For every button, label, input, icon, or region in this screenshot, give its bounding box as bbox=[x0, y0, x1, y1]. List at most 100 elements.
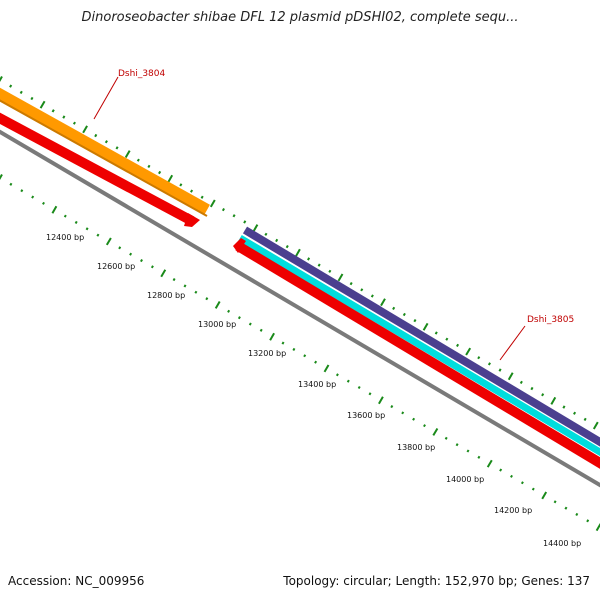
gray-backbone-track bbox=[0, 129, 600, 488]
outer-tick bbox=[19, 90, 23, 94]
outer-tick bbox=[30, 96, 34, 101]
outer-tick bbox=[82, 125, 88, 134]
outer-tick bbox=[158, 170, 162, 175]
outer-tick bbox=[360, 288, 364, 292]
outer-tick bbox=[337, 273, 344, 282]
inner-tick bbox=[466, 449, 470, 453]
inner-tick bbox=[477, 455, 481, 459]
outer-tick bbox=[402, 312, 406, 317]
outer-tick bbox=[104, 140, 108, 144]
outer-tick bbox=[498, 368, 502, 372]
inner-tick bbox=[323, 364, 330, 373]
orange-gene-track-shadow bbox=[0, 99, 208, 217]
map-title: Dinoroseobacter shibae DFL 12 plasmid pD… bbox=[81, 10, 519, 25]
inner-tick bbox=[432, 427, 439, 436]
outer-tick bbox=[562, 405, 566, 409]
cyan-gene-track[interactable] bbox=[238, 234, 600, 458]
inner-tick bbox=[444, 436, 448, 440]
inner-tick bbox=[575, 512, 579, 516]
outer-tick bbox=[550, 396, 557, 405]
red-gene-track-left[interactable] bbox=[0, 112, 195, 226]
ruler-label: 14200 bp bbox=[494, 506, 532, 515]
outer-tick bbox=[62, 115, 66, 119]
inner-tick bbox=[105, 237, 112, 246]
outer-tick bbox=[39, 100, 46, 109]
inner-tick bbox=[499, 468, 503, 472]
outer-tick bbox=[507, 372, 514, 381]
outer-tick bbox=[9, 84, 13, 88]
outer-tick bbox=[530, 386, 534, 391]
ruler-label: 12800 bp bbox=[147, 291, 185, 300]
inner-tick bbox=[486, 459, 493, 468]
inner-tick bbox=[455, 443, 459, 447]
outer-tick bbox=[190, 189, 194, 193]
outer-tick bbox=[307, 257, 311, 261]
red-gene-arrow-left[interactable] bbox=[184, 213, 200, 227]
inner-tick bbox=[314, 360, 318, 364]
inner-tick bbox=[0, 174, 3, 181]
ruler-label: 13200 bp bbox=[248, 349, 286, 358]
outer-tick bbox=[275, 238, 279, 243]
outer-tick bbox=[328, 269, 332, 273]
inner-tick bbox=[335, 373, 339, 377]
inner-tick bbox=[281, 341, 285, 345]
outer-tick bbox=[232, 214, 236, 218]
outer-tick bbox=[392, 306, 396, 310]
inner-tick bbox=[63, 214, 67, 218]
inner-tick bbox=[96, 233, 100, 237]
outer-tick bbox=[295, 248, 301, 257]
inner-tick bbox=[74, 220, 78, 224]
inner-tick bbox=[9, 182, 13, 186]
outer-tick bbox=[51, 109, 55, 113]
outer-tick bbox=[592, 421, 599, 430]
inner-tick bbox=[31, 195, 35, 199]
outer-tick bbox=[136, 158, 140, 162]
outer-tick bbox=[115, 146, 119, 150]
outer-tick bbox=[209, 199, 216, 208]
navy-gene-track[interactable] bbox=[242, 226, 600, 448]
inner-tick bbox=[214, 300, 221, 309]
inner-tick bbox=[172, 278, 176, 282]
outer-tick bbox=[124, 150, 131, 159]
inner-tick bbox=[85, 227, 89, 231]
inner-tick bbox=[595, 523, 600, 532]
inner-tick bbox=[303, 354, 307, 358]
inner-tick bbox=[248, 322, 252, 326]
outer-tick bbox=[200, 195, 204, 199]
inner-tick bbox=[51, 205, 58, 214]
ruler-label: 13600 bp bbox=[347, 411, 385, 420]
inner-tick bbox=[520, 481, 524, 485]
red-gene-track-right[interactable] bbox=[235, 241, 600, 469]
gene-label-dshi-3805[interactable]: Dshi_3805 bbox=[527, 315, 574, 325]
orange-gene-track[interactable] bbox=[0, 87, 210, 216]
inner-tick bbox=[541, 491, 548, 500]
outer-tick bbox=[541, 393, 545, 397]
inner-tick bbox=[346, 379, 350, 383]
inner-tick bbox=[269, 332, 275, 341]
accession-text: Accession: NC_009956 bbox=[8, 574, 145, 588]
ruler-label: 14000 bp bbox=[446, 475, 484, 484]
outer-tick bbox=[317, 263, 321, 267]
inner-tick bbox=[259, 328, 263, 332]
ruler-labels: 12400 bp 12600 bp 12800 bp 13000 bp 13200 bp… bbox=[46, 233, 581, 548]
inner-tick bbox=[118, 246, 122, 250]
ruler-label: 12600 bp bbox=[97, 262, 135, 271]
outer-tick bbox=[456, 343, 460, 347]
red-gene-arrow-right[interactable] bbox=[233, 238, 246, 253]
ruler-label: 13400 bp bbox=[298, 380, 336, 389]
outer-tick bbox=[422, 322, 429, 331]
outer-tick bbox=[221, 207, 225, 212]
outer-tick bbox=[370, 294, 374, 298]
gene-label-dshi-3804[interactable]: Dshi_3804 bbox=[118, 69, 166, 79]
inner-tick bbox=[553, 500, 557, 504]
outer-tick bbox=[72, 121, 76, 125]
inner-tick bbox=[390, 405, 394, 409]
ruler-label: 13800 bp bbox=[397, 443, 435, 452]
outer-tick bbox=[573, 411, 577, 415]
inner-tick bbox=[357, 385, 361, 390]
outer-tick bbox=[252, 224, 259, 233]
inner-tick bbox=[129, 252, 133, 256]
outer-tick bbox=[519, 380, 523, 385]
inner-tick bbox=[42, 201, 45, 205]
